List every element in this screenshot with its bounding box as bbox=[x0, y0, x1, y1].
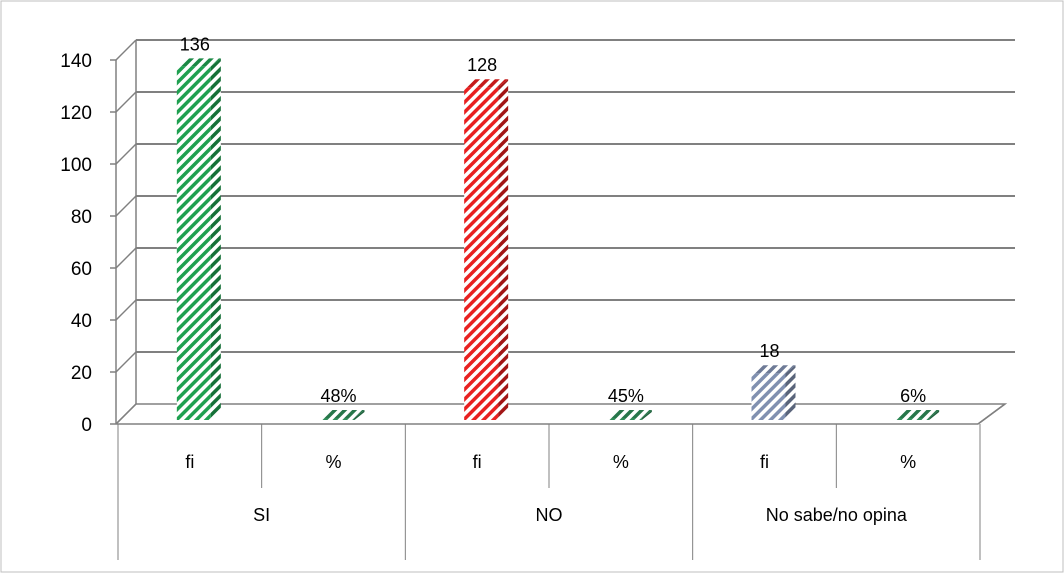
y-tick-label: 80 bbox=[71, 207, 92, 228]
labels-layer: 136 48% 128 45% 18 6% bbox=[180, 34, 926, 406]
bar-side bbox=[354, 410, 365, 420]
grid-depth-line bbox=[115, 195, 137, 217]
data-label: 18 bbox=[759, 341, 779, 361]
axis-layer: 0 20 40 60 80 100 120 140 SI fi % NO fi % No sabe/no o… bbox=[60, 51, 1006, 560]
bar-top bbox=[464, 79, 509, 88]
bar-front bbox=[895, 418, 930, 420]
bar-side bbox=[641, 410, 652, 420]
data-label: 6% bbox=[900, 386, 926, 406]
group-label: SI bbox=[253, 505, 270, 525]
subcategory-label: % bbox=[325, 452, 341, 472]
subcategory-label: fi bbox=[185, 452, 194, 472]
bar bbox=[176, 58, 221, 421]
bar-side bbox=[929, 410, 940, 420]
bar-front bbox=[176, 66, 211, 421]
bar-front bbox=[751, 373, 786, 420]
y-tick-label: 40 bbox=[71, 311, 92, 332]
data-label: 128 bbox=[467, 55, 497, 75]
data-label: 48% bbox=[320, 386, 356, 406]
bar-front bbox=[320, 418, 355, 420]
y-tick-label: 120 bbox=[60, 103, 92, 124]
subcategory-label: % bbox=[900, 452, 916, 472]
y-tick-label: 140 bbox=[60, 51, 92, 72]
subcategory-label: fi bbox=[473, 452, 482, 472]
bar-front bbox=[607, 418, 642, 420]
subcategory-label: % bbox=[613, 452, 629, 472]
bar-front bbox=[464, 87, 499, 420]
bar-side bbox=[785, 365, 796, 420]
floor bbox=[115, 403, 1008, 425]
bar-side bbox=[210, 58, 221, 421]
grid-depth-line bbox=[115, 143, 137, 165]
group-label: No sabe/no opina bbox=[766, 505, 908, 525]
y-tick-label: 20 bbox=[71, 363, 92, 384]
bar bbox=[751, 365, 796, 420]
bar bbox=[320, 410, 365, 420]
grid-layer bbox=[115, 39, 1015, 425]
bar bbox=[607, 410, 652, 420]
bar-side bbox=[498, 79, 509, 420]
subcategory-label: fi bbox=[760, 452, 769, 472]
data-label: 136 bbox=[180, 34, 210, 54]
y-tick-label: 0 bbox=[81, 415, 92, 436]
bar-top bbox=[751, 365, 796, 374]
grid-depth-line bbox=[115, 91, 137, 113]
bar-top bbox=[895, 410, 940, 418]
bar-top bbox=[176, 58, 221, 67]
bar bbox=[464, 79, 509, 420]
bar-top bbox=[607, 410, 652, 418]
data-label: 45% bbox=[608, 386, 644, 406]
floor-right-edge bbox=[977, 403, 1006, 425]
group-label: NO bbox=[536, 505, 563, 525]
bars-layer bbox=[176, 58, 940, 421]
grid-depth-line bbox=[115, 299, 137, 321]
bar bbox=[895, 410, 940, 420]
bar-top bbox=[320, 410, 365, 418]
y-tick-label: 60 bbox=[71, 259, 92, 280]
grid-depth-line bbox=[115, 39, 137, 61]
grid-depth-line bbox=[115, 247, 137, 269]
y-tick-label: 100 bbox=[60, 155, 92, 176]
grid-depth-line bbox=[115, 351, 137, 373]
